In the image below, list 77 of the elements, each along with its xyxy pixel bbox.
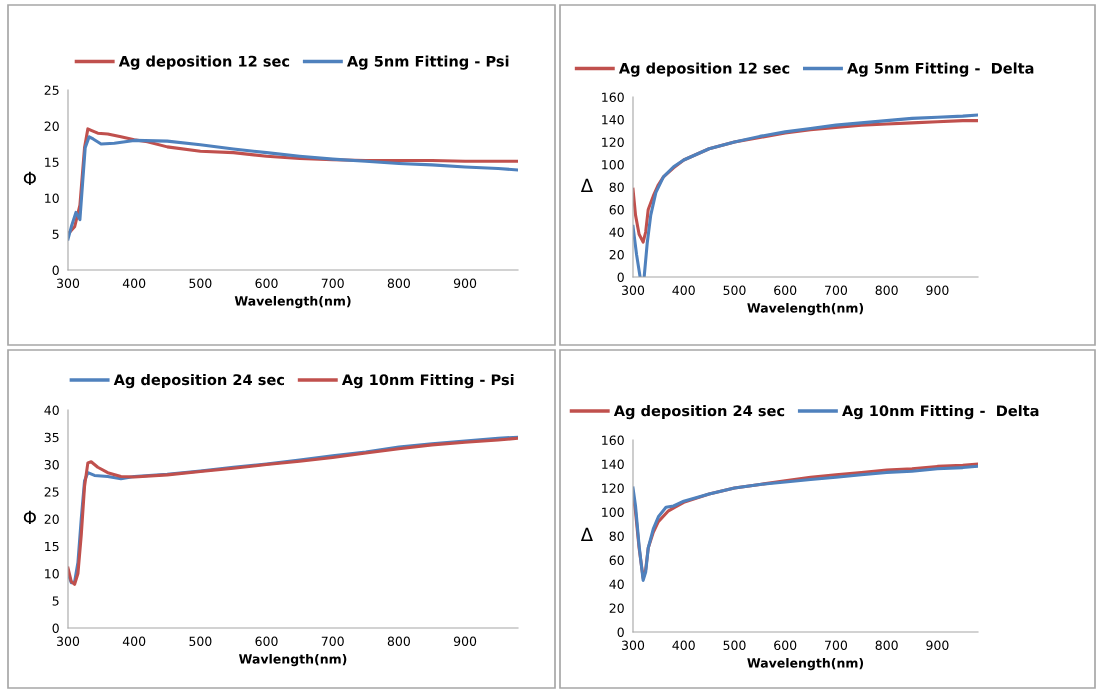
y-tick-label: 5 bbox=[52, 229, 59, 239]
legend-label: Ag deposition 24 sec bbox=[613, 404, 785, 420]
x-tick-label: 900 bbox=[453, 278, 477, 289]
x-tick-label: 500 bbox=[723, 285, 746, 296]
y-axis-title: Φ bbox=[23, 171, 36, 185]
y-tick-label: 120 bbox=[602, 137, 624, 147]
x-tick-label: 700 bbox=[825, 285, 848, 296]
x-tick-label: 600 bbox=[255, 278, 278, 289]
y-tick-label: 20 bbox=[44, 121, 59, 131]
x-tick-label: 600 bbox=[774, 640, 797, 651]
x-tick-label: 700 bbox=[825, 640, 848, 651]
x-tick-label: 600 bbox=[774, 285, 797, 296]
y-tick-label: 40 bbox=[44, 405, 59, 415]
y-axis-title: Δ bbox=[580, 527, 593, 541]
y-tick-label: 140 bbox=[602, 459, 624, 469]
x-axis-title: Wavelength(nm) bbox=[234, 295, 351, 309]
y-tick-label: 60 bbox=[609, 204, 624, 215]
legend-label: Ag 5nm Fitting - Psi bbox=[346, 55, 509, 70]
x-tick-label: 300 bbox=[57, 636, 80, 647]
y-tick-label: 20 bbox=[44, 514, 59, 524]
x-tick-label: 500 bbox=[189, 636, 212, 647]
y-tick-label: 15 bbox=[45, 157, 59, 167]
legend-label: Ag 10nm Fitting - Psi bbox=[341, 373, 514, 389]
y-axis-title: Φ bbox=[23, 510, 36, 524]
legend-label: Ag 10nm Fitting - Delta bbox=[842, 404, 1039, 420]
legend-label: Ag deposition 24 sec bbox=[113, 373, 284, 389]
y-tick-label: 0 bbox=[617, 627, 624, 637]
legend-label: Ag 5nm Fitting - Delta bbox=[847, 62, 1034, 77]
y-tick-label: 140 bbox=[602, 114, 624, 125]
legend-label: Ag deposition 12 sec bbox=[618, 62, 790, 77]
x-tick-label: 800 bbox=[875, 285, 898, 296]
x-axis-title: Wavelength(nm) bbox=[747, 657, 864, 671]
y-tick-label: 160 bbox=[602, 92, 624, 102]
x-tick-label: 700 bbox=[321, 278, 344, 289]
y-tick-label: 0 bbox=[52, 623, 59, 633]
y-tick-label: 80 bbox=[609, 182, 624, 192]
x-tick-label: 500 bbox=[723, 640, 746, 651]
y-tick-label: 80 bbox=[609, 531, 624, 541]
y-tick-label: 25 bbox=[44, 487, 59, 497]
x-tick-label: 300 bbox=[57, 278, 80, 289]
y-tick-label: 160 bbox=[602, 435, 624, 445]
x-tick-label: 900 bbox=[926, 285, 949, 296]
x-tick-label: 400 bbox=[672, 285, 695, 296]
x-tick-label: 900 bbox=[453, 636, 477, 647]
x-tick-label: 800 bbox=[387, 636, 410, 647]
y-tick-label: 10 bbox=[45, 193, 59, 203]
y-tick-label: 40 bbox=[609, 579, 624, 589]
x-tick-label: 400 bbox=[672, 640, 695, 651]
y-tick-label: 15 bbox=[45, 541, 59, 552]
y-tick-label: 35 bbox=[44, 432, 59, 443]
y-tick-label: 20 bbox=[609, 603, 624, 613]
x-tick-label: 800 bbox=[875, 640, 898, 651]
y-tick-label: 100 bbox=[602, 507, 624, 517]
y-tick-label: 120 bbox=[602, 483, 624, 493]
y-tick-label: 100 bbox=[602, 159, 624, 170]
y-tick-label: 30 bbox=[44, 459, 59, 470]
x-axis-title: Wavlength(nm) bbox=[239, 653, 347, 667]
x-tick-label: 400 bbox=[122, 636, 146, 647]
y-tick-label: 25 bbox=[44, 85, 59, 95]
x-tick-label: 800 bbox=[387, 278, 410, 289]
legend-label: Ag deposition 12 sec bbox=[118, 55, 290, 70]
y-tick-label: 0 bbox=[52, 265, 59, 275]
y-tick-label: 40 bbox=[609, 227, 624, 237]
y-tick-label: 5 bbox=[52, 596, 59, 606]
x-tick-label: 300 bbox=[622, 640, 645, 651]
x-tick-label: 900 bbox=[926, 640, 949, 651]
x-tick-label: 400 bbox=[122, 278, 146, 289]
x-tick-label: 600 bbox=[255, 636, 278, 647]
y-tick-label: 60 bbox=[609, 555, 624, 565]
y-tick-label: 20 bbox=[609, 249, 624, 260]
y-axis-title: Δ bbox=[580, 178, 593, 192]
x-tick-label: 700 bbox=[321, 636, 344, 647]
y-tick-label: 10 bbox=[45, 568, 59, 579]
x-axis-title: Wavelength(nm) bbox=[747, 302, 864, 316]
y-tick-label: 0 bbox=[617, 272, 624, 282]
x-tick-label: 500 bbox=[189, 278, 212, 289]
x-tick-label: 300 bbox=[622, 285, 645, 296]
